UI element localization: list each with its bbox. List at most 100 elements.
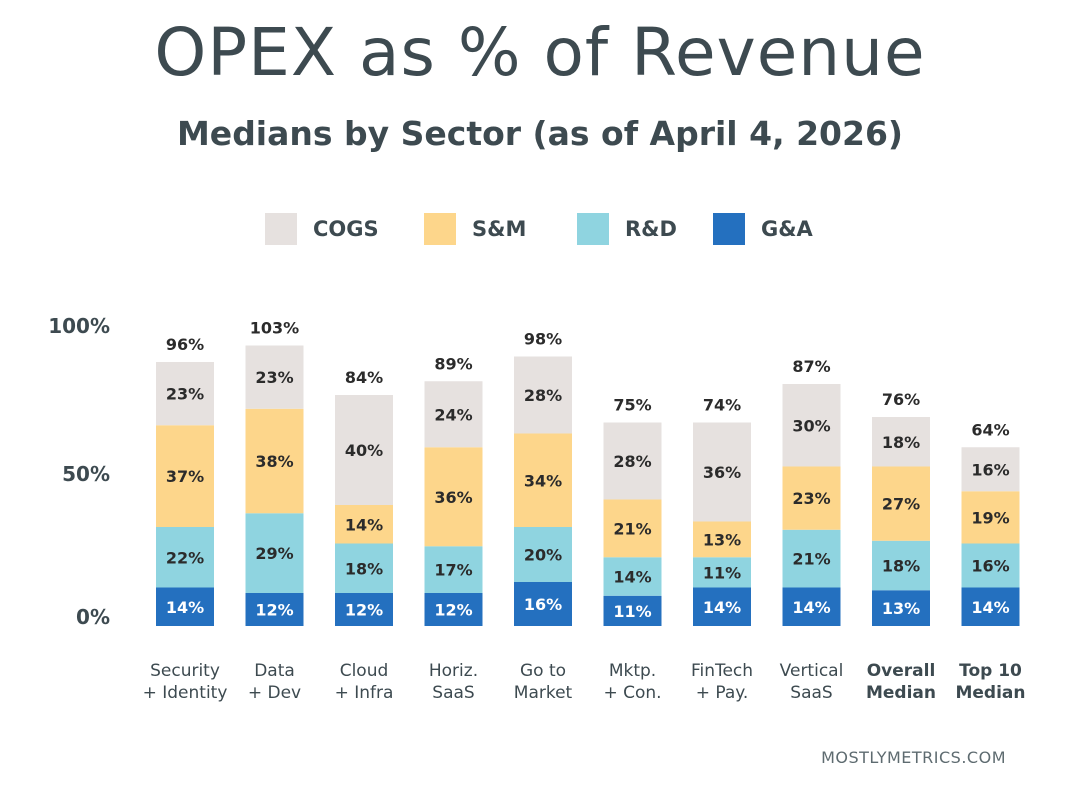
data-label: 18% — [882, 433, 920, 452]
bar-segment-cogs — [693, 422, 751, 522]
x-tick-label: Top 10 Median — [936, 660, 1046, 704]
x-tick-label-line: + Pay. — [695, 683, 749, 703]
bar-segment-cogs — [961, 447, 1020, 492]
data-label: 11% — [703, 563, 741, 582]
data-label: 14% — [703, 598, 741, 617]
data-label: 14% — [613, 568, 651, 587]
x-tick-label-line: Go to — [519, 661, 567, 681]
data-label: 36% — [434, 488, 472, 507]
bar-segment-ga — [961, 587, 1020, 626]
legend-swatch-rd — [577, 213, 609, 245]
data-label: 17% — [434, 561, 472, 580]
x-tick-label-line: Market — [513, 683, 573, 703]
bar-segment-cogs — [514, 356, 572, 434]
source-watermark: MOSTLYMETRICS.COM — [821, 748, 1006, 767]
x-tick-label: Horiz. SaaS — [399, 660, 509, 704]
x-tick-label-line: Median — [955, 683, 1026, 703]
x-tick-label-line: Median — [865, 683, 937, 703]
bar-segment-sm — [603, 499, 662, 558]
bar-segment-sm — [782, 466, 841, 530]
data-label: 28% — [613, 452, 651, 471]
total-label: 74% — [703, 396, 741, 415]
x-tick-label-line: Cloud — [339, 661, 389, 681]
legend-swatch-cogs — [265, 213, 297, 245]
data-label: 14% — [166, 598, 204, 617]
y-tick-label: 100% — [48, 314, 110, 338]
data-label: 40% — [345, 441, 383, 460]
y-tick-label: 50% — [62, 462, 110, 486]
bar-segment-rd — [514, 527, 572, 582]
total-label: 98% — [524, 330, 562, 349]
x-tick-label-line: Data — [254, 661, 295, 681]
data-label: 13% — [703, 530, 741, 549]
x-tick-label: Security + Identity — [130, 660, 240, 704]
data-label: 18% — [882, 557, 920, 576]
x-tick-label-line: Security — [150, 661, 220, 681]
data-label: 21% — [613, 519, 651, 538]
bar-segment-cogs — [424, 381, 483, 448]
total-label: 87% — [792, 357, 830, 376]
y-tick-label: 0% — [76, 605, 110, 629]
total-label: 89% — [434, 354, 472, 373]
bar-segment-cogs — [872, 417, 930, 467]
bar-segment-ga — [245, 593, 304, 626]
legend-item-ga: G&A — [713, 212, 813, 246]
x-tick-label-line: SaaS — [790, 683, 833, 703]
x-tick-label-line: Horiz. — [428, 661, 479, 681]
page-title: OPEX as % of Revenue — [154, 14, 926, 91]
bar-segment-rd — [424, 546, 483, 593]
page-subtitle: Medians by Sector (as of April 4, 2026) — [176, 114, 904, 153]
total-label: 64% — [971, 420, 1009, 439]
data-label: 11% — [613, 602, 651, 621]
bar-segment-ga — [603, 595, 662, 626]
bar-segment-sm — [245, 408, 304, 514]
legend-swatch-sm — [424, 213, 456, 245]
x-tick-label-line: Top 10 — [959, 661, 1022, 681]
bar-segment-ga — [693, 587, 751, 626]
x-tick-label-line: + Con. — [603, 683, 662, 703]
data-label: 37% — [166, 467, 204, 486]
legend-label-rd: R&D — [625, 217, 677, 241]
data-label: 38% — [255, 452, 293, 471]
data-label: 12% — [345, 601, 383, 620]
bar-segment-sm — [156, 425, 214, 527]
data-label: 12% — [255, 601, 293, 620]
bar-segment-sm — [514, 433, 572, 527]
data-label: 19% — [971, 508, 1009, 527]
legend-label-sm: S&M — [472, 217, 527, 241]
data-label: 16% — [971, 460, 1009, 479]
total-label: 75% — [613, 396, 651, 415]
bar-segment-sm — [961, 491, 1020, 544]
bar-segment-sm — [872, 466, 930, 541]
data-label: 24% — [434, 405, 472, 424]
x-tick-label: Cloud + Infra — [309, 660, 419, 704]
bar-segment-ga — [335, 593, 393, 626]
bar-segment-ga — [872, 590, 930, 626]
x-tick-label-line: + Dev — [247, 683, 302, 703]
x-tick-label: Vertical SaaS — [757, 660, 867, 704]
x-tick-label: Overall Median — [846, 660, 956, 704]
data-label: 23% — [792, 489, 830, 508]
total-label: 96% — [166, 335, 204, 354]
x-tick-label: Data + Dev — [220, 660, 330, 704]
x-tick-label-line: Mktp. — [608, 661, 657, 681]
bar-segment-cogs — [603, 422, 662, 500]
x-tick-label-line: Vertical — [779, 661, 844, 681]
data-label: 21% — [792, 550, 830, 569]
bar-segment-cogs — [245, 345, 304, 409]
x-tick-label-line: FinTech — [690, 661, 754, 681]
bar-segment-ga — [156, 587, 214, 626]
data-label: 30% — [792, 416, 830, 435]
legend-item-cogs: COGS — [265, 212, 379, 246]
bar-segment-sm — [424, 447, 483, 547]
data-label: 20% — [524, 546, 562, 565]
bar-segment-cogs — [782, 384, 841, 467]
bar-segment-cogs — [156, 362, 214, 426]
bar-segment-sm — [335, 505, 393, 544]
bar-segment-rd — [961, 543, 1020, 588]
data-label: 23% — [255, 368, 293, 387]
data-label: 14% — [792, 598, 830, 617]
legend-label-ga: G&A — [761, 217, 813, 241]
total-label: 103% — [250, 319, 299, 338]
